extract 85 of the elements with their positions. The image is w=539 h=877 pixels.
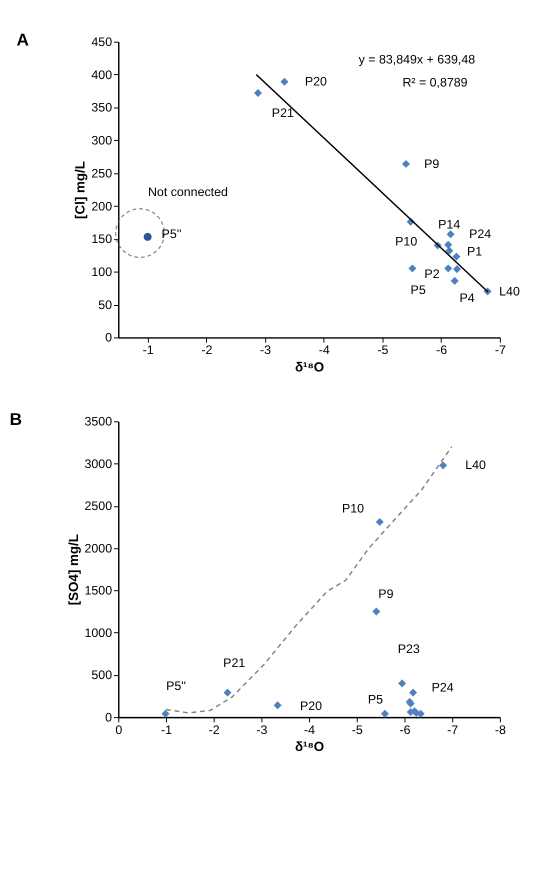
y-tick-label: 1500: [84, 584, 112, 598]
annotation: P2: [424, 266, 440, 281]
point: [144, 232, 152, 241]
x-tick-label: -7: [447, 722, 458, 737]
point: [398, 679, 406, 688]
annotation: P14: [438, 218, 460, 232]
x-axis-title: δ¹⁸O: [294, 738, 324, 754]
annotation: P20: [300, 699, 322, 714]
annotation: R² = 0,8789: [402, 76, 468, 90]
y-tick-label: 0: [105, 710, 112, 724]
annotation: P20: [304, 74, 328, 89]
annotation: P5'': [166, 678, 186, 693]
annotation: P24: [469, 227, 492, 242]
point: [444, 240, 452, 249]
x-tick-label: -2: [201, 343, 212, 358]
y-tick-label: 350: [91, 100, 112, 115]
annotation: P9: [424, 156, 440, 171]
x-axis-title: δ¹⁸O: [294, 359, 324, 374]
y-tick-label: 2000: [84, 541, 112, 556]
y-tick-label: 3500: [84, 414, 112, 429]
y-tick-label: 1000: [84, 626, 112, 640]
y-tick-label: 300: [91, 134, 112, 148]
x-tick-label: 0: [115, 722, 122, 737]
y-axis-title: [SO4] mg/L: [66, 534, 81, 606]
chart-title: B: [10, 409, 22, 430]
annotation: P5: [368, 692, 384, 706]
point: [409, 688, 418, 697]
y-tick-label: 0: [105, 330, 112, 345]
y-tick-label: 3000: [84, 456, 112, 471]
y-tick-label: 250: [91, 166, 112, 180]
x-tick-label: -6: [399, 722, 411, 737]
annotation: P21: [272, 106, 294, 120]
annotation: P10: [395, 234, 418, 248]
annotation: P21: [223, 656, 246, 670]
y-tick-label: 50: [98, 298, 112, 312]
x-tick-label: -5: [352, 722, 363, 737]
annotation: Not connected: [148, 185, 228, 200]
y-tick-label: 150: [91, 232, 112, 246]
point: [274, 701, 282, 710]
y-tick-label: 200: [91, 199, 112, 214]
point: [452, 252, 460, 261]
annotation: P23: [398, 642, 420, 656]
annotation: P5: [410, 283, 426, 298]
annotation: P24: [432, 680, 454, 695]
point: [162, 710, 170, 718]
annotation: P4: [460, 290, 475, 305]
x-tick-label: -1: [142, 343, 154, 358]
point: [280, 78, 288, 86]
chart-title: A: [16, 30, 29, 50]
x-tick-label: -3: [260, 343, 272, 358]
annotation: L40: [465, 458, 486, 472]
point: [224, 688, 232, 697]
y-tick-label: 2500: [84, 499, 112, 514]
point: [254, 88, 262, 97]
annotation: y = 83,849x + 639,48: [358, 52, 476, 67]
point: [376, 518, 384, 526]
y-tick-label: 450: [91, 34, 112, 49]
annotation: P9: [378, 587, 394, 602]
x-tick-label: -8: [494, 722, 506, 737]
y-axis-title: [Cl] mg/L: [72, 161, 88, 219]
point: [453, 265, 462, 274]
annotation: P10: [342, 501, 364, 516]
point: [450, 276, 459, 285]
point: [445, 246, 454, 255]
x-tick-label: -1: [160, 722, 172, 737]
point: [446, 230, 455, 238]
point: [439, 461, 448, 470]
annotation: L40: [499, 284, 520, 298]
y-tick-label: 400: [91, 68, 112, 82]
x-tick-label: -4: [318, 343, 330, 358]
y-tick-label: 100: [91, 265, 112, 280]
point: [408, 264, 416, 272]
annotation: P1: [466, 244, 482, 259]
x-tick-label: -7: [494, 343, 506, 358]
point: [402, 160, 410, 168]
x-tick-label: -4: [304, 722, 316, 737]
x-tick-label: -2: [208, 722, 220, 737]
x-tick-label: -3: [256, 722, 268, 737]
annotation: P5'': [162, 226, 182, 241]
y-tick-label: 500: [91, 668, 112, 682]
point: [380, 710, 389, 718]
point: [444, 264, 452, 272]
point: [372, 608, 380, 616]
x-tick-label: -6: [436, 343, 448, 358]
x-tick-label: -5: [377, 343, 389, 358]
